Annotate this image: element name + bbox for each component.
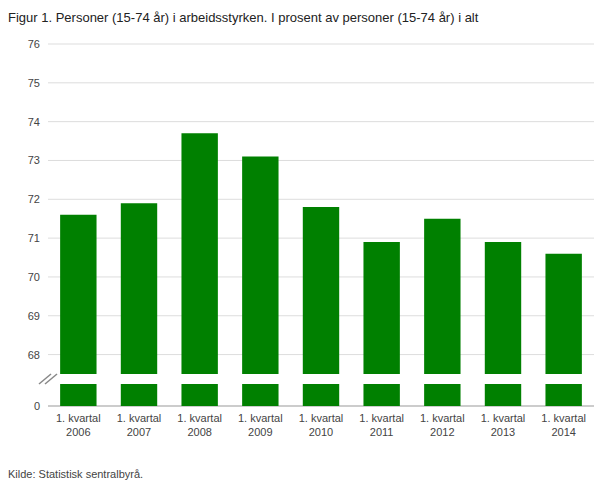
y-axis: 0 68 69 70 71 72 73 74 75 76 bbox=[28, 38, 594, 412]
page: {"chart_data": {"type": "bar", "title": … bbox=[0, 0, 610, 488]
bar bbox=[181, 133, 217, 406]
x-tick-label: 1. kvartal 2013 bbox=[481, 412, 526, 438]
x-tick-label-line: 1. kvartal bbox=[238, 412, 283, 424]
break-mark bbox=[39, 374, 51, 384]
x-tick-label: 1. kvartal 2008 bbox=[177, 412, 222, 438]
x-tick-label-line: 1. kvartal bbox=[359, 412, 404, 424]
bar bbox=[60, 215, 96, 406]
title: Figur 1. Personer (15-74 år) i arbeidsst… bbox=[8, 10, 479, 25]
x-tick-label-line: 2009 bbox=[248, 426, 272, 438]
x-tick-label-line: 2012 bbox=[430, 426, 454, 438]
grid-line bbox=[48, 121, 594, 122]
x-tick-label-line: 1. kvartal bbox=[177, 412, 222, 424]
y-tick-label: 75 bbox=[28, 77, 40, 89]
break-mark bbox=[45, 374, 57, 384]
bar bbox=[424, 219, 460, 406]
x-tick-label-line: 2008 bbox=[187, 426, 211, 438]
bar bbox=[485, 242, 521, 406]
source: Kilde: Statistisk sentralbyrå. bbox=[8, 468, 143, 480]
y-tick-label: 70 bbox=[28, 271, 40, 283]
x-tick-label-line: 1. kvartal bbox=[420, 412, 465, 424]
x-tick-label-line: 2011 bbox=[370, 426, 394, 438]
x-axis: 1. kvartal 2006 1. kvartal 2007 1. kvartal 20… bbox=[56, 412, 586, 438]
bar bbox=[303, 207, 339, 406]
bars bbox=[60, 133, 582, 406]
y-tick-label: 76 bbox=[28, 38, 40, 50]
y-tick-label: 0 bbox=[34, 400, 40, 412]
x-tick-label-line: 2006 bbox=[66, 426, 90, 438]
x-tick-label: 1. kvartal 2007 bbox=[117, 412, 162, 438]
x-tick-label-line: 1. kvartal bbox=[56, 412, 101, 424]
x-tick-label-line: 1. kvartal bbox=[299, 412, 344, 424]
x-tick-label-line: 1. kvartal bbox=[481, 412, 526, 424]
x-tick-label: 1. kvartal 2014 bbox=[541, 412, 586, 438]
grid-line bbox=[48, 44, 594, 45]
chart-container: Figur 1. Personer (15-74 år) i arbeidsst… bbox=[0, 0, 610, 488]
grid-line bbox=[48, 199, 594, 200]
x-tick-label-line: 2013 bbox=[491, 426, 515, 438]
bar bbox=[121, 203, 157, 406]
y-tick-label: 73 bbox=[28, 154, 40, 166]
axis-break bbox=[39, 374, 57, 384]
grid-line bbox=[48, 82, 594, 83]
y-tick-label: 72 bbox=[28, 193, 40, 205]
bar bbox=[545, 254, 581, 406]
y-tick-label: 68 bbox=[28, 349, 40, 361]
y-tick-label: 69 bbox=[28, 310, 40, 322]
x-tick-label: 1. kvartal 2006 bbox=[56, 412, 101, 438]
x-tick-label-line: 2014 bbox=[551, 426, 575, 438]
grid-line bbox=[48, 160, 594, 161]
x-tick-label-line: 1. kvartal bbox=[117, 412, 162, 424]
x-tick-label: 1. kvartal 2009 bbox=[238, 412, 283, 438]
y-tick-label: 74 bbox=[28, 116, 40, 128]
chart-svg: Figur 1. Personer (15-74 år) i arbeidsst… bbox=[0, 0, 610, 488]
x-tick-label: 1. kvartal 2010 bbox=[299, 412, 344, 438]
x-tick-label: 1. kvartal 2012 bbox=[420, 412, 465, 438]
x-tick-label-line: 2007 bbox=[127, 426, 151, 438]
y-tick-label: 71 bbox=[28, 232, 40, 244]
bar bbox=[363, 242, 399, 406]
x-tick-label-line: 1. kvartal bbox=[541, 412, 586, 424]
bar bbox=[242, 157, 278, 406]
x-tick-label-line: 2010 bbox=[309, 426, 333, 438]
x-tick-label: 1. kvartal 2011 bbox=[359, 412, 404, 438]
background bbox=[0, 0, 610, 488]
